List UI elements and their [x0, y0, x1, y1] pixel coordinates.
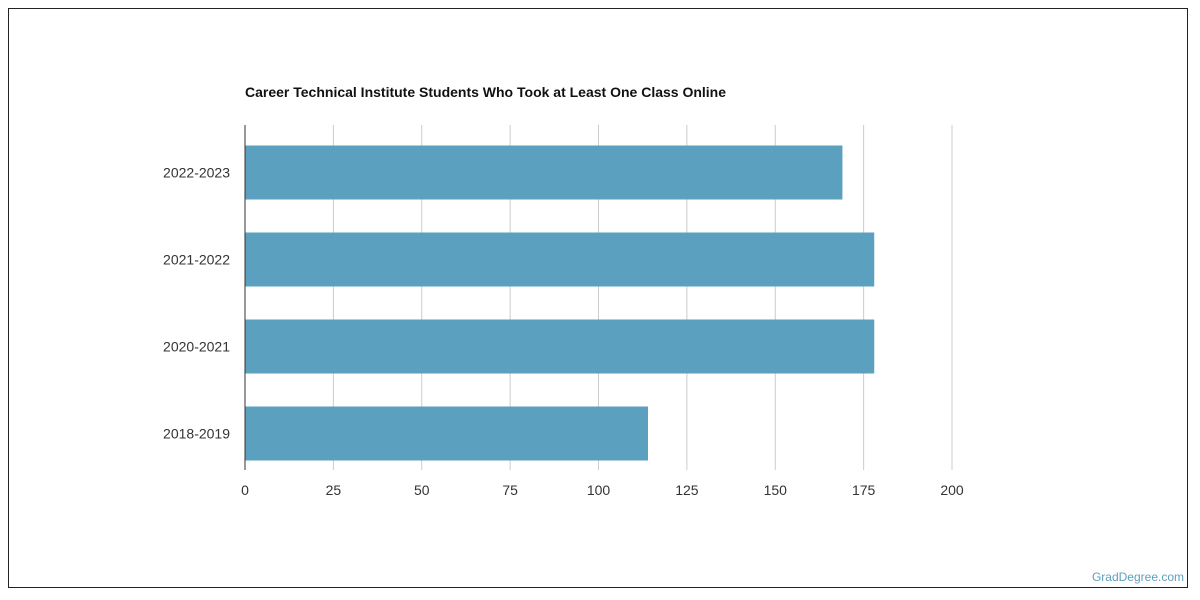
bar-2021-2022[interactable] [245, 232, 875, 287]
x-tick-label-125: 125 [675, 482, 699, 498]
x-tick-label-0: 0 [241, 482, 249, 498]
x-tick-label-200: 200 [940, 482, 964, 498]
category-label-2021-2022: 2021-2022 [163, 252, 230, 268]
x-tick-label-75: 75 [502, 482, 518, 498]
category-label-2018-2019: 2018-2019 [163, 426, 230, 442]
x-tick-label-100: 100 [587, 482, 611, 498]
bar-2022-2023[interactable] [245, 145, 843, 200]
x-tick-label-150: 150 [764, 482, 788, 498]
bar-2018-2019[interactable] [245, 406, 648, 461]
x-tick-label-175: 175 [852, 482, 876, 498]
x-tick-label-25: 25 [326, 482, 342, 498]
category-label-2022-2023: 2022-2023 [163, 165, 230, 181]
category-label-2020-2021: 2020-2021 [163, 339, 230, 355]
watermark-link[interactable]: GradDegree.com [1091, 570, 1184, 584]
bar-2020-2021[interactable] [245, 319, 875, 374]
x-tick-label-50: 50 [414, 482, 430, 498]
chart-title: Career Technical Institute Students Who … [245, 84, 727, 100]
